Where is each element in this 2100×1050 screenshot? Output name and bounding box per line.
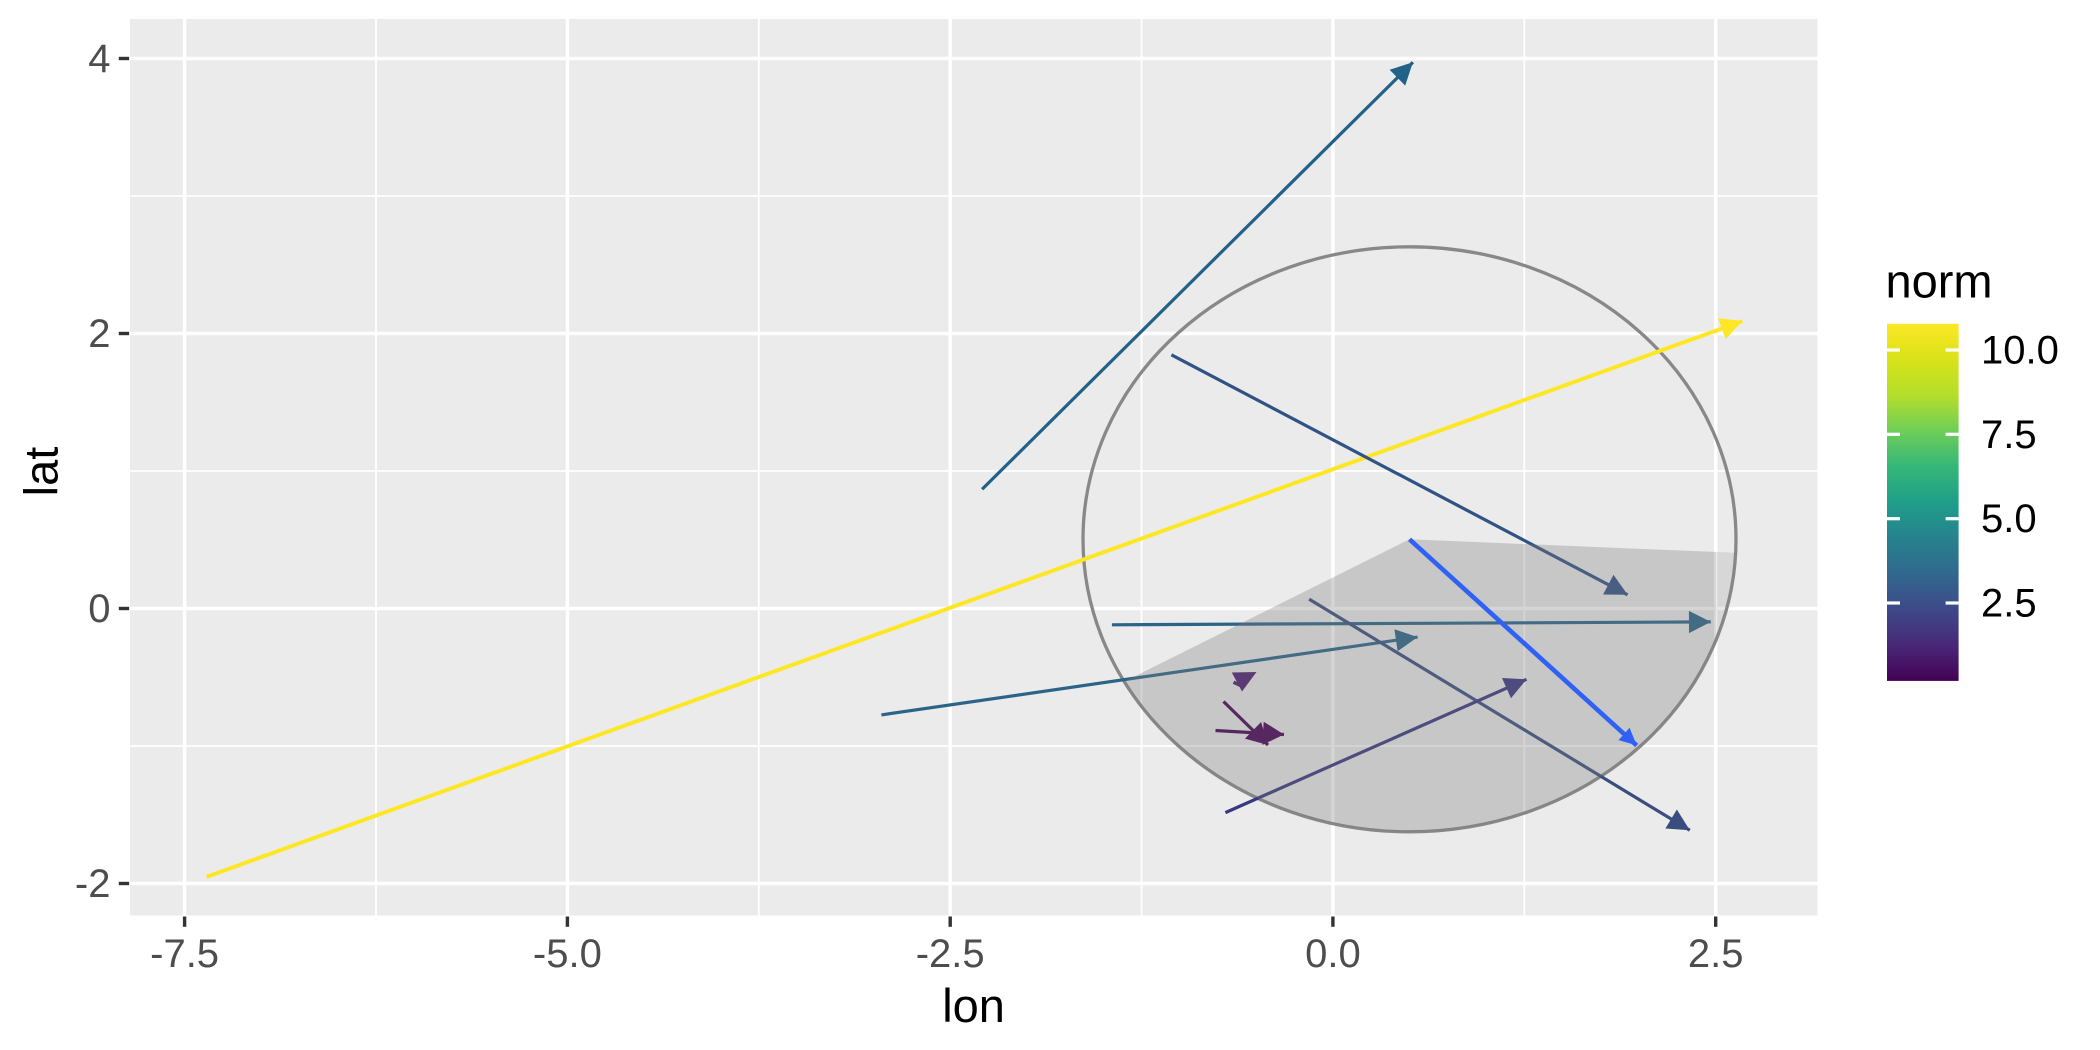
svg-text:-2.5: -2.5: [916, 932, 985, 976]
svg-text:-5.0: -5.0: [533, 932, 602, 976]
svg-text:0: 0: [88, 587, 110, 631]
svg-text:lon: lon: [942, 979, 1005, 1032]
svg-text:norm: norm: [1886, 255, 1993, 308]
svg-text:2.5: 2.5: [1981, 582, 2037, 626]
svg-text:2: 2: [88, 312, 110, 356]
svg-text:2.5: 2.5: [1688, 932, 1744, 976]
svg-text:-7.5: -7.5: [150, 932, 219, 976]
svg-text:4: 4: [88, 37, 110, 81]
svg-text:7.5: 7.5: [1981, 413, 2037, 457]
svg-text:10.0: 10.0: [1981, 329, 2059, 373]
svg-text:0.0: 0.0: [1305, 932, 1361, 976]
svg-text:5.0: 5.0: [1981, 497, 2037, 541]
svg-text:-2: -2: [75, 862, 111, 906]
svg-text:lat: lat: [14, 447, 67, 497]
